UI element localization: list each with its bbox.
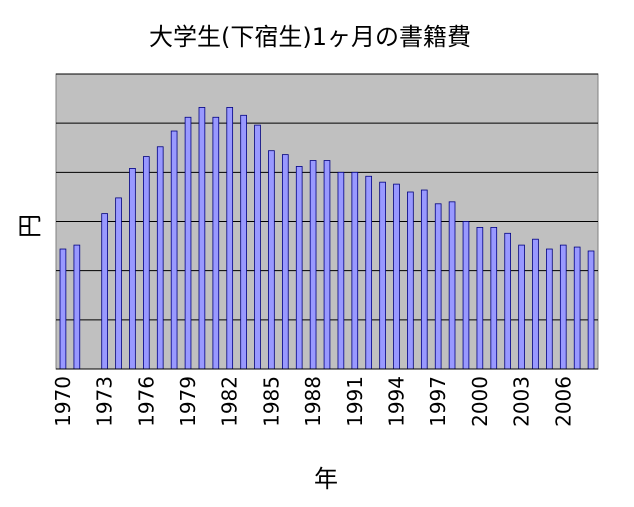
bar-1973	[101, 213, 108, 370]
x-tick-label-1979: 1979	[176, 376, 200, 427]
bar-1988	[309, 160, 317, 370]
x-tick-label-2000: 2000	[468, 376, 492, 427]
x-tick-label-1994: 1994	[384, 376, 408, 427]
bar-1989	[323, 160, 331, 370]
bar-1978	[170, 130, 178, 370]
bar-2005	[546, 248, 553, 370]
x-tick-label-1997: 1997	[426, 376, 450, 427]
bar-2006	[559, 244, 567, 370]
x-tick-label-1985: 1985	[259, 376, 283, 427]
x-axis-label: 年	[314, 465, 338, 493]
x-tick-label-1973: 1973	[93, 376, 117, 427]
bar-1986	[281, 154, 289, 370]
x-tick-label-1982: 1982	[218, 376, 242, 427]
bar-1974	[115, 197, 122, 370]
bar-1996	[420, 189, 428, 370]
bar-1984	[254, 124, 261, 370]
x-tick-label-1970: 1970	[51, 376, 75, 427]
x-tick-label-1988: 1988	[301, 376, 325, 427]
bar-1982	[226, 107, 234, 370]
bar-1980	[198, 107, 206, 370]
bar-1991	[351, 171, 359, 370]
bar-1975	[129, 167, 136, 370]
bar-2002	[504, 232, 511, 370]
x-tick-label-2006: 2006	[551, 376, 575, 427]
bar-1995	[407, 191, 414, 370]
bar-2003	[518, 244, 525, 370]
bar-2004	[532, 238, 539, 370]
x-tick-label-1991: 1991	[343, 376, 367, 427]
y-axis-label: 円	[16, 214, 44, 238]
bar-1981	[212, 116, 220, 370]
bar-2008	[587, 250, 595, 370]
bar-2001	[490, 226, 498, 370]
bar-2007	[573, 246, 581, 370]
bar-1970	[59, 248, 67, 370]
bar-1987	[295, 166, 303, 370]
bar-1994	[393, 183, 400, 370]
bar-1998	[448, 201, 456, 370]
bar-1999	[462, 221, 470, 370]
bar-1971	[73, 244, 81, 370]
bar-1985	[268, 150, 275, 370]
bar-2000	[476, 226, 484, 370]
bar-1997	[434, 203, 442, 370]
x-tick-label-1976: 1976	[134, 376, 158, 427]
x-tick-labels: 1970 1973 1976 1979 1982 1985 1988 1991 1994 1997…	[51, 376, 575, 427]
bar-1977	[156, 146, 164, 370]
bar-1990	[337, 171, 345, 370]
chart-title: 大学生(下宿生)1ヶ月の書籍費	[149, 23, 471, 51]
bar-1992	[365, 175, 373, 370]
bar-1979	[184, 116, 192, 370]
bars	[59, 107, 595, 370]
bar-1993	[379, 181, 386, 370]
bar-1983	[240, 114, 247, 370]
bar-1976	[143, 156, 150, 370]
x-tick-label-2003: 2003	[510, 376, 534, 427]
